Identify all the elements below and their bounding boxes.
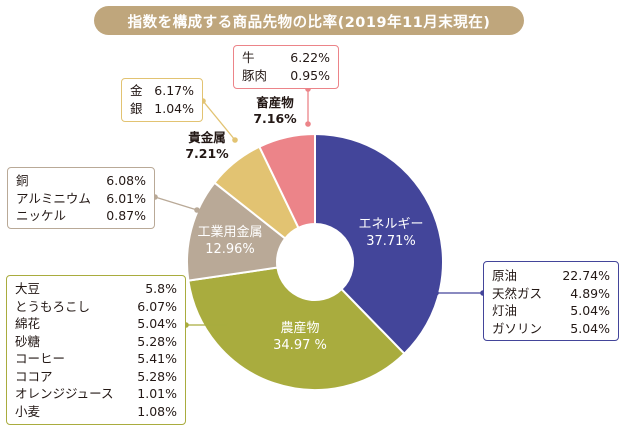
breakdown-row: アルミニウム 6.01% [16,190,146,208]
leader-dot-precious-metals-1 [232,137,238,143]
breakdown-row: 金 6.17% [130,82,194,100]
leader-dot-industrial-metals-1 [194,207,200,213]
slice-name-agriculture: 農産物 [280,321,320,336]
breakdown-item-value: 6.01% [106,190,146,206]
breakdown-item-value: 6.08% [106,173,146,188]
breakdown-box-agriculture: 大豆 5.8% とうもろこし 6.07% 綿花 5.04% 砂糖 5.28% コーヒー 5.41%… [6,275,186,425]
category-name-precious-metals: 貴金属 [188,130,226,145]
breakdown-item-value: 5.28% [137,333,177,349]
breakdown-row: とうもろこし 6.07% [15,298,177,316]
breakdown-item-value: 6.22% [290,50,330,65]
slice-energy [314,132,444,356]
leader-line-industrial-metals [154,196,198,211]
breakdown-row: 砂糖 5.28% [15,333,177,351]
breakdown-item-value: 5.04% [570,303,610,318]
breakdown-item-name: 天然ガス [492,285,543,301]
breakdown-item-name: ニッケル [16,208,67,223]
breakdown-item-value: 0.87% [106,208,146,223]
breakdown-box-precious-metals: 金 6.17% 銀 1.04% [121,78,203,122]
breakdown-item-value: 5.41% [137,351,177,366]
breakdown-item-value: 5.04% [570,320,610,336]
slice-value-agriculture: 34.97 % [273,338,327,353]
breakdown-row: 豚肉 0.95% [242,67,330,85]
breakdown-item-name: 豚肉 [242,67,268,83]
breakdown-item-name: 牛 [242,50,255,65]
breakdown-box-energy: 原油 22.74% 天然ガス 4.89% 灯油 5.04% ガソリン 5.04% [483,261,619,341]
breakdown-row: 天然ガス 4.89% [492,285,610,303]
leader-dot-agriculture-1 [227,322,233,328]
breakdown-row: 小麦 1.08% [15,403,177,421]
title-bar: 指数を構成する商品先物の比率(2019年11月末現在) [94,6,524,35]
breakdown-row: ココア 5.28% [15,368,177,386]
slice-value-energy: 37.71% [366,234,416,249]
breakdown-item-value: 1.04% [154,100,194,116]
breakdown-row: 原油 22.74% [492,267,610,285]
breakdown-item-value: 5.28% [137,368,177,384]
slice-livestock [258,132,316,230]
breakdown-item-name: アルミニウム [16,190,91,206]
category-value-precious-metals: 7.21% [185,146,229,161]
breakdown-row: 銅 6.08% [16,172,146,190]
leader-line-precious-metals [202,100,236,141]
breakdown-item-value: 0.95% [290,67,330,83]
breakdown-item-name: 大豆 [15,281,41,296]
breakdown-item-value: 6.17% [154,83,194,98]
breakdown-item-name: 綿花 [15,316,41,331]
slice-value-industrial-metals: 12.96% [205,242,255,257]
breakdown-item-value: 5.8% [145,281,177,296]
breakdown-box-industrial-metals: 銅 6.08% アルミニウム 6.01% ニッケル 0.87% [7,167,155,229]
breakdown-item-name: コーヒー [15,351,66,366]
breakdown-item-name: 銀 [130,100,143,116]
breakdown-row: コーヒー 5.41% [15,350,177,368]
breakdown-item-name: 原油 [492,268,518,283]
leader-dot-energy-1 [433,290,439,296]
breakdown-item-name: 灯油 [492,303,518,318]
slice-name-energy: エネルギー [358,217,424,232]
breakdown-item-name: とうもろこし [15,298,91,314]
breakdown-item-name: ガソリン [492,320,543,336]
slice-industrial-metals [186,181,287,282]
breakdown-row: 銀 1.04% [130,100,194,118]
breakdown-item-name: オレンジジュース [15,386,114,401]
breakdown-item-value: 1.01% [137,386,177,401]
breakdown-item-value: 4.89% [570,285,610,301]
breakdown-item-name: 銅 [16,173,29,188]
slice-label-agriculture: 農産物 34.97 % [245,320,355,354]
breakdown-row: 牛 6.22% [242,49,330,67]
breakdown-row: ニッケル 0.87% [16,207,146,225]
breakdown-item-value: 6.07% [137,298,177,314]
breakdown-box-livestock: 牛 6.22% 豚肉 0.95% [233,45,339,89]
breakdown-item-name: ココア [15,368,53,384]
breakdown-item-value: 5.04% [137,316,177,331]
breakdown-row: 綿花 5.04% [15,315,177,333]
chart-title: 指数を構成する商品先物の比率(2019年11月末現在) [127,15,491,31]
breakdown-item-name: 砂糖 [15,333,41,349]
breakdown-row: 灯油 5.04% [492,302,610,320]
slice-label-industrial-metals: 工業用金属 12.96% [180,224,280,258]
slice-agriculture [187,266,406,391]
category-value-livestock: 7.16% [253,111,297,126]
breakdown-item-value: 22.74% [562,268,610,283]
breakdown-item-name: 金 [130,83,143,98]
category-label-precious-metals: 貴金属 7.21% [172,130,242,162]
category-name-livestock: 畜産物 [256,95,294,110]
breakdown-item-value: 1.08% [137,403,177,419]
slice-name-industrial-metals: 工業用金属 [197,225,263,240]
breakdown-item-name: 小麦 [15,403,41,419]
category-label-livestock: 畜産物 7.16% [240,95,310,127]
breakdown-row: オレンジジュース 1.01% [15,385,177,403]
slice-label-energy: エネルギー 37.71% [336,216,446,250]
breakdown-row: ガソリン 5.04% [492,320,610,338]
leader-dot-livestock-1 [305,121,311,127]
breakdown-row: 大豆 5.8% [15,280,177,298]
